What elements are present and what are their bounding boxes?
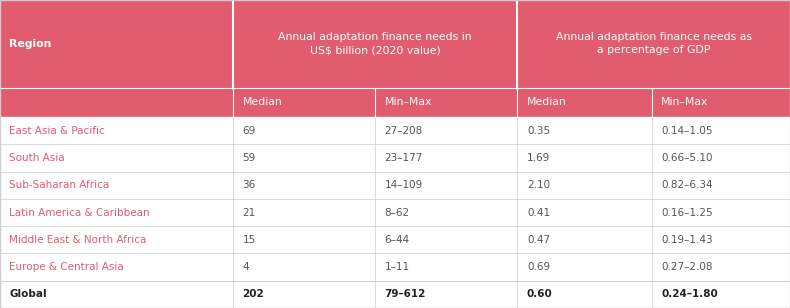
Text: 6–44: 6–44 [385, 235, 410, 245]
Text: 21: 21 [243, 208, 256, 217]
Bar [0, 226, 790, 253]
Text: 1.69: 1.69 [527, 153, 550, 163]
Text: 0.14–1.05: 0.14–1.05 [661, 126, 713, 136]
Bar [0, 172, 790, 199]
Text: 0.66–5.10: 0.66–5.10 [661, 153, 713, 163]
Bar [652, 88, 790, 117]
Bar [0, 281, 790, 308]
Bar [0, 144, 790, 172]
Text: 0.16–1.25: 0.16–1.25 [661, 208, 713, 217]
Text: 59: 59 [243, 153, 256, 163]
Text: 15: 15 [243, 235, 256, 245]
Text: 14–109: 14–109 [385, 180, 423, 190]
Bar [517, 88, 652, 117]
Text: 23–177: 23–177 [385, 153, 423, 163]
Text: Min–Max: Min–Max [385, 97, 432, 107]
Text: 0.69: 0.69 [527, 262, 550, 272]
Text: East Asia & Pacific: East Asia & Pacific [9, 126, 105, 136]
Text: South Asia: South Asia [9, 153, 65, 163]
Text: 202: 202 [243, 289, 265, 299]
Text: Latin America & Caribbean: Latin America & Caribbean [9, 208, 150, 217]
Text: 0.41: 0.41 [527, 208, 550, 217]
Text: 69: 69 [243, 126, 256, 136]
Text: 0.19–1.43: 0.19–1.43 [661, 235, 713, 245]
Text: Annual adaptation finance needs as
a percentage of GDP: Annual adaptation finance needs as a per… [555, 32, 752, 55]
Text: 36: 36 [243, 180, 256, 190]
Text: Global: Global [9, 289, 47, 299]
Text: Min–Max: Min–Max [661, 97, 709, 107]
Text: Middle East & North Africa: Middle East & North Africa [9, 235, 147, 245]
Text: Median: Median [527, 97, 566, 107]
Bar [233, 88, 375, 117]
Text: Europe & Central Asia: Europe & Central Asia [9, 262, 124, 272]
Bar [0, 88, 233, 117]
Text: 8–62: 8–62 [385, 208, 410, 217]
Bar [233, 0, 517, 88]
Text: 0.60: 0.60 [527, 289, 553, 299]
Text: 27–208: 27–208 [385, 126, 423, 136]
Text: 79–612: 79–612 [385, 289, 426, 299]
Text: Sub-Saharan Africa: Sub-Saharan Africa [9, 180, 110, 190]
Text: Region: Region [9, 39, 52, 49]
Bar [0, 253, 790, 281]
Text: 1–11: 1–11 [385, 262, 410, 272]
Text: 4: 4 [243, 262, 249, 272]
Text: Median: Median [243, 97, 282, 107]
Bar [0, 117, 790, 144]
Text: Annual adaptation finance needs in
US$ billion (2020 value): Annual adaptation finance needs in US$ b… [278, 32, 472, 55]
Bar [375, 88, 517, 117]
Text: 0.47: 0.47 [527, 235, 550, 245]
Bar [0, 0, 233, 88]
Bar [0, 199, 790, 226]
Text: 0.35: 0.35 [527, 126, 550, 136]
Text: 0.24–1.80: 0.24–1.80 [661, 289, 718, 299]
Text: 0.27–2.08: 0.27–2.08 [661, 262, 713, 272]
Text: 2.10: 2.10 [527, 180, 550, 190]
Bar [517, 0, 790, 88]
Text: 0.82–6.34: 0.82–6.34 [661, 180, 713, 190]
